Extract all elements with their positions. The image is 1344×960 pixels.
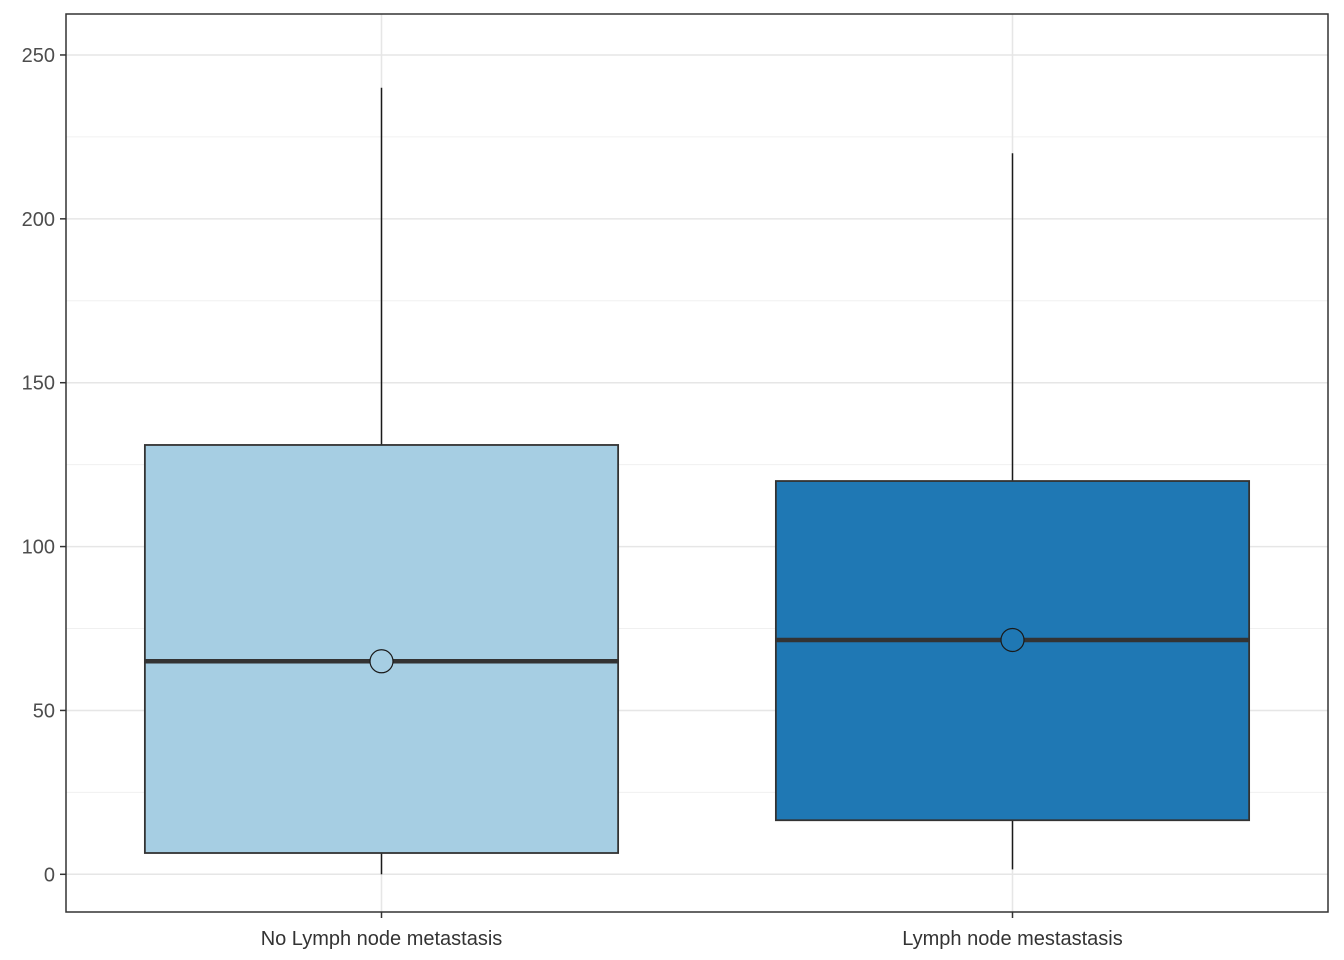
y-tick-label: 250	[22, 45, 55, 67]
box-group	[143, 87, 620, 875]
x-tick-label: Lymph node mestastasis	[902, 928, 1122, 950]
mean-point	[369, 649, 394, 674]
mean-point	[1000, 627, 1025, 653]
plot-border	[65, 13, 1329, 913]
y-tick-label: 0	[44, 864, 55, 886]
box-group	[774, 153, 1251, 870]
y-axis: 0 50 100 150 200 250	[22, 45, 66, 886]
y-tick-label: 100	[22, 537, 55, 559]
y-tick-label: 150	[22, 373, 55, 395]
y-tick-label: 200	[22, 209, 55, 231]
boxes	[143, 87, 1251, 875]
x-axis: No Lymph node metastasis Lymph node mesta…	[261, 912, 1123, 950]
y-tick-label: 50	[33, 700, 55, 722]
box-iqr	[143, 444, 620, 854]
x-tick-label: No Lymph node metastasis	[261, 928, 503, 950]
